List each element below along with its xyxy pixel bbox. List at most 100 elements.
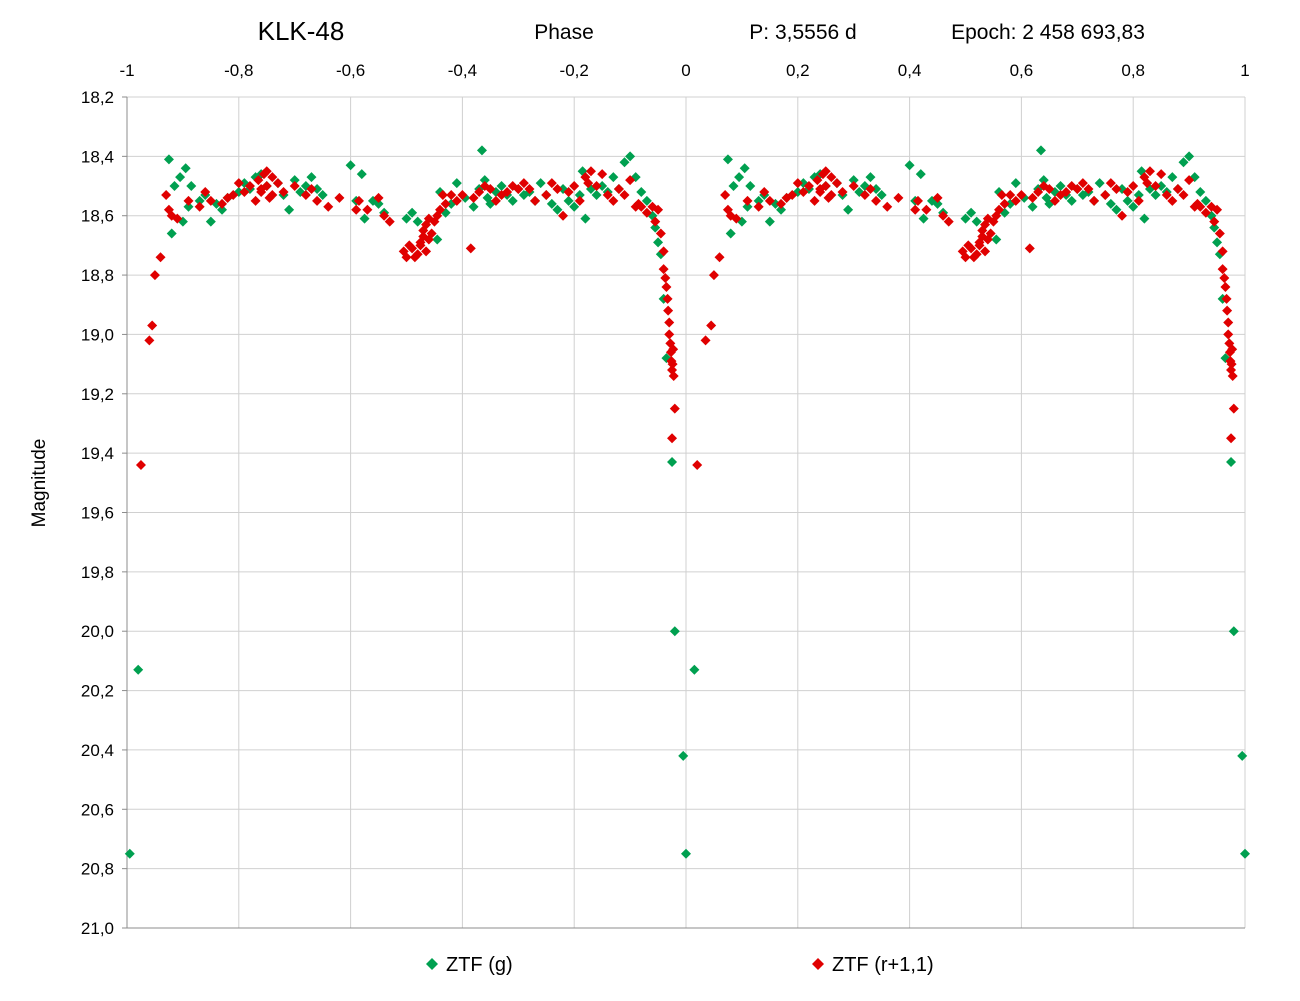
data-point (147, 320, 158, 331)
data-point (1172, 184, 1183, 195)
data-point (658, 246, 669, 257)
data-point (1094, 178, 1105, 189)
data-point (871, 195, 882, 206)
data-point (284, 204, 295, 215)
data-point (1221, 293, 1232, 304)
data-point (776, 198, 787, 209)
x-tick-label: -0,4 (448, 61, 477, 80)
data-point (1133, 195, 1144, 206)
data-point (250, 195, 261, 206)
data-point (608, 172, 619, 183)
data-point (437, 189, 448, 200)
data-point (1209, 216, 1220, 227)
data-point (161, 189, 172, 200)
data-point (1178, 189, 1189, 200)
x-tick-label: -0,2 (560, 61, 589, 80)
data-point (1220, 281, 1231, 292)
data-point (1027, 192, 1038, 203)
data-point (980, 246, 991, 257)
data-point (597, 169, 608, 180)
data-point (653, 204, 664, 215)
data-point (1227, 344, 1238, 355)
data-point (1217, 246, 1228, 257)
x-tick-label: 0,2 (786, 61, 810, 80)
data-point (563, 186, 574, 197)
data-point (1044, 184, 1055, 195)
data-point (468, 192, 479, 203)
data-point (720, 189, 731, 200)
data-point (474, 186, 485, 197)
data-point (278, 186, 289, 197)
data-point (435, 204, 446, 215)
y-tick-label: 19,2 (81, 385, 114, 404)
data-point (306, 184, 317, 195)
data-point (636, 201, 647, 212)
data-point (563, 195, 574, 206)
data-point (1122, 186, 1133, 197)
data-point (194, 195, 205, 206)
data-point (700, 335, 711, 346)
data-point (155, 252, 166, 263)
data-point (476, 145, 487, 156)
legend-item-r: ZTF (r+1,1) (812, 954, 934, 976)
x-tick-label: 0 (681, 61, 690, 80)
data-point (217, 198, 228, 209)
y-tick-label: 19,4 (81, 444, 114, 463)
data-point (1223, 329, 1234, 340)
data-point (966, 243, 977, 254)
data-point (334, 192, 345, 203)
data-point (574, 195, 585, 206)
data-point (999, 198, 1010, 209)
data-point (692, 460, 703, 471)
data-point (667, 433, 678, 444)
data-point (583, 178, 594, 189)
data-point (124, 848, 135, 859)
data-point (745, 181, 756, 192)
data-point (653, 237, 664, 248)
data-point (1083, 184, 1094, 195)
data-point (708, 270, 719, 281)
data-point (552, 204, 563, 215)
data-point (1128, 201, 1139, 212)
data-point (1184, 175, 1195, 186)
data-point (513, 184, 524, 195)
data-point (1240, 848, 1250, 859)
data-point (815, 184, 826, 195)
data-point (166, 228, 177, 239)
data-point (261, 166, 272, 177)
data-point (625, 151, 636, 162)
data-point (518, 178, 529, 189)
data-point (1161, 189, 1172, 200)
data-point (994, 204, 1005, 215)
data-point (228, 189, 239, 200)
data-point (722, 154, 733, 165)
data-point (960, 252, 971, 263)
data-point (317, 189, 328, 200)
data-point (996, 189, 1007, 200)
data-point (1237, 750, 1248, 761)
data-point (1089, 195, 1100, 206)
data-point (938, 210, 949, 221)
data-point (734, 172, 745, 183)
data-point (1066, 195, 1077, 206)
legend-marker-r (812, 958, 824, 970)
data-point (664, 317, 675, 328)
data-point (200, 186, 211, 197)
series-g (124, 145, 1250, 859)
data-point (1217, 264, 1228, 275)
data-point (524, 184, 535, 195)
data-point (591, 189, 602, 200)
data-point (664, 329, 675, 340)
data-point (451, 178, 462, 189)
data-point (530, 195, 541, 206)
data-point (1024, 243, 1035, 254)
data-point (300, 189, 311, 200)
data-point (183, 201, 194, 212)
data-point (667, 457, 678, 468)
data-point (826, 172, 837, 183)
data-point (1226, 433, 1237, 444)
data-point (546, 178, 557, 189)
data-point (407, 243, 418, 254)
data-point (971, 216, 982, 227)
data-point (1167, 195, 1178, 206)
